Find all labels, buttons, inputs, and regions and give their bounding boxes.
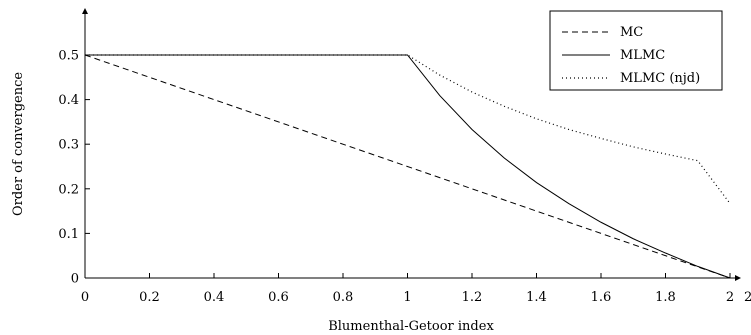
y-tick-label: 0.2 — [58, 182, 79, 197]
x-tick-label: 2 — [726, 290, 734, 305]
y-axis-title: Order of convergence — [11, 72, 26, 216]
x-tick-label: 1.6 — [591, 290, 612, 305]
legend: MC MLMC MLMC (njd) — [549, 10, 723, 91]
x-axis-title: Blumenthal-Getoor index — [328, 319, 494, 334]
y-tick-label: 0.1 — [58, 227, 79, 242]
legend-label-mlmc: MLMC — [620, 48, 665, 63]
series-line-mlmc — [85, 54, 731, 279]
x-tick-label: 0.8 — [333, 290, 354, 305]
legend-label-mc: MC — [620, 25, 643, 40]
y-tick-label: 0.4 — [58, 93, 79, 108]
y-tick-label: 0.5 — [58, 49, 79, 64]
x-tick-label: 0.6 — [268, 290, 289, 305]
series-layer — [84, 54, 731, 279]
x-tick-label: 1.8 — [655, 290, 676, 305]
x-tick-label: 1.4 — [526, 290, 547, 305]
x-tick-label: 0 — [81, 290, 89, 305]
x-tick-label: 0.4 — [204, 290, 225, 305]
y-tick-label: 0.3 — [58, 138, 79, 153]
x-tick-label: 1.2 — [462, 290, 483, 305]
x-tick-label: 1 — [403, 290, 411, 305]
legend-box — [549, 10, 723, 91]
x-axis-arrow — [735, 275, 741, 281]
y-axis-arrow — [82, 8, 88, 14]
series-line-mc — [84, 54, 731, 279]
x-tick-label-extra: 2 — [744, 290, 751, 305]
y-tick-label: 0 — [71, 272, 79, 287]
x-ticks: 0 0.2 0.4 0.6 0.8 1 1.2 1.4 1.6 1.8 2 2 — [81, 273, 751, 305]
legend-label-mlmc-njd: MLMC (njd) — [620, 71, 700, 86]
x-tick-label: 0.2 — [139, 290, 160, 305]
y-ticks: 0 0.1 0.2 0.3 0.4 0.5 — [58, 49, 90, 287]
